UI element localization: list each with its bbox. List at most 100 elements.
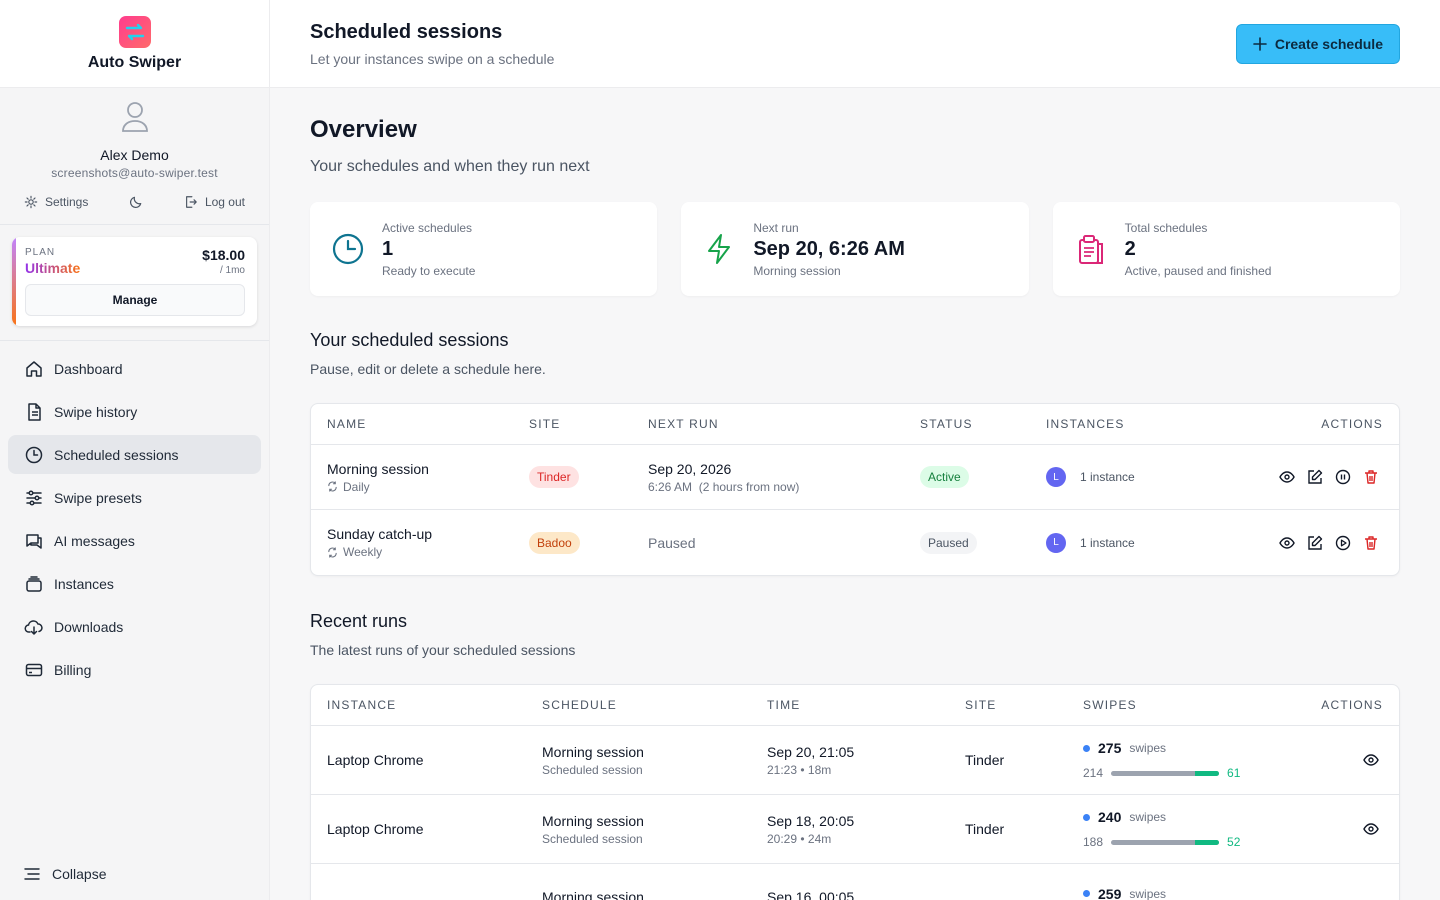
schedule-frequency: Daily	[343, 479, 370, 494]
delete-icon[interactable]	[1363, 535, 1379, 551]
repeat-icon	[328, 546, 337, 558]
table-row: Laptop Chrome Morning session Scheduled …	[311, 726, 1399, 795]
pause-icon[interactable]	[1335, 469, 1351, 485]
plan-period: / 1mo	[219, 265, 245, 276]
card-label: Next run	[753, 220, 799, 235]
table-row: Sunday catch-up Weekly Badoo Paused Paus…	[311, 510, 1399, 575]
moon-icon	[129, 196, 141, 209]
swipes-right: 52	[1227, 835, 1241, 849]
swipes-label: swipes	[1129, 810, 1167, 824]
lightning-icon	[708, 234, 731, 264]
page-subtitle: Let your instances swipe on a schedule	[310, 51, 555, 67]
swipes-right-fill	[1195, 770, 1220, 776]
swipes-label: swipes	[1129, 886, 1167, 900]
delete-icon[interactable]	[1363, 469, 1379, 485]
card-value: Sep 20, 6:26 AM	[753, 237, 905, 260]
sidebar-item-instances[interactable]: Instances	[8, 564, 261, 603]
instance-count: 1 instance	[1080, 470, 1135, 484]
view-icon[interactable]	[1363, 821, 1379, 837]
edit-icon[interactable]	[1307, 469, 1323, 485]
next-run-detail: 6:26 AM (2 hours from now)	[648, 479, 800, 494]
view-icon[interactable]	[1279, 535, 1295, 551]
edit-icon[interactable]	[1307, 535, 1323, 551]
manage-plan-button[interactable]: Manage	[25, 284, 245, 316]
schedule-frequency: Weekly	[343, 545, 383, 559]
sidebar-item-ai-messages[interactable]: AI messages	[8, 521, 261, 560]
page-header: Scheduled sessions Let your instances sw…	[270, 0, 1440, 88]
settings-label: Settings	[45, 194, 89, 209]
create-schedule-button[interactable]: Create schedule	[1235, 24, 1400, 64]
column-header: STATUS	[920, 417, 973, 431]
sidebar-item-label: Scheduled sessions	[54, 446, 179, 463]
stack-icon	[26, 575, 42, 592]
user-panel: Alex Demo screenshots@auto-swiper.test S…	[0, 88, 269, 225]
next-run-date: Sep 20, 2026	[648, 460, 732, 477]
run-schedule: Morning session	[542, 889, 644, 900]
schedules-table: NAME SITE NEXT RUN STATUS INSTANCES ACTI…	[310, 403, 1400, 576]
column-header: INSTANCE	[327, 698, 397, 712]
column-header: ACTIONS	[1321, 698, 1383, 712]
instance-avatar: L	[1046, 467, 1066, 487]
run-time-sub: 20:29 • 24m	[767, 831, 832, 846]
sidebar-item-label: Instances	[54, 575, 114, 592]
card-value: 2	[1124, 237, 1136, 260]
logout-icon	[186, 195, 197, 208]
play-icon[interactable]	[1335, 535, 1351, 551]
column-header: TIME	[767, 698, 801, 712]
swipes-ratio-bar	[1111, 770, 1220, 776]
brand-name: Auto Swiper	[87, 53, 182, 71]
swipes-total: 275	[1098, 740, 1122, 756]
sidebar-item-billing[interactable]: Billing	[8, 650, 261, 689]
sidebar-item-downloads[interactable]: Downloads	[8, 607, 261, 646]
gear-icon	[24, 195, 38, 208]
sidebar-item-label: Billing	[54, 661, 92, 678]
column-header: NAME	[327, 417, 367, 431]
cloud-download-icon	[24, 619, 43, 635]
overview-subtitle: Your schedules and when they run next	[310, 158, 590, 175]
swipes-right: 61	[1227, 766, 1241, 780]
sidebar-item-dashboard[interactable]: Dashboard	[8, 349, 261, 388]
run-schedule-sub: Scheduled session	[542, 762, 643, 777]
table-row: Morning session Daily Tinder Sep 20, 202…	[311, 445, 1399, 510]
sidebar-nav: Dashboard Swipe history Scheduled sessio…	[0, 341, 269, 701]
run-instance: Laptop Chrome	[311, 884, 526, 900]
instance-avatar: L	[1046, 532, 1066, 553]
column-header: ACTIONS	[1321, 417, 1383, 431]
status-badge: Active	[920, 466, 969, 488]
run-instance: Laptop Chrome	[327, 752, 424, 768]
create-schedule-label: Create schedule	[1274, 36, 1383, 52]
card-label: Active schedules	[382, 220, 473, 235]
sidebar-item-swipe-presets[interactable]: Swipe presets	[8, 478, 261, 517]
brand[interactable]: Auto Swiper	[0, 0, 269, 88]
view-icon[interactable]	[1363, 752, 1379, 768]
sidebar-item-scheduled-sessions[interactable]: Scheduled sessions	[8, 435, 261, 474]
file-icon	[28, 402, 41, 421]
settings-button[interactable]: Settings	[24, 195, 88, 209]
theme-toggle[interactable]	[129, 194, 144, 209]
swipes-right-fill	[1195, 839, 1220, 845]
plan-price: $18.00	[202, 247, 245, 263]
clock-icon	[332, 233, 364, 265]
run-site: Tinder	[965, 821, 1005, 837]
collapse-button[interactable]: Collapse	[24, 866, 106, 882]
plan-card: PLAN Ultimate $18.00 / 1mo Manage	[12, 237, 257, 326]
swipes-dot	[1083, 813, 1090, 821]
run-schedule: Morning session	[542, 743, 644, 760]
run-time-sub: 21:23 • 18m	[767, 762, 832, 777]
table-row: Laptop Chrome Morning session Scheduled …	[311, 795, 1399, 864]
clock-icon	[25, 446, 43, 463]
site-badge: Tinder	[529, 466, 579, 488]
main-content: Overview Your schedules and when they ru…	[310, 88, 1400, 900]
run-site: Tinder	[949, 884, 1067, 900]
logout-button[interactable]: Log out	[184, 195, 245, 209]
view-icon[interactable]	[1279, 469, 1295, 485]
column-header: SWIPES	[1083, 698, 1137, 712]
sidebar-item-swipe-history[interactable]: Swipe history	[8, 392, 261, 431]
card-note: Ready to execute	[382, 263, 476, 278]
next-run-date: Paused	[648, 534, 696, 551]
page-title: Scheduled sessions	[310, 21, 503, 43]
swipes-left: 214	[1083, 766, 1104, 780]
table-header: INSTANCE SCHEDULE TIME SITE SWIPES ACTIO…	[311, 685, 1399, 726]
plan-label: PLAN	[25, 247, 56, 258]
swipes-dot	[1083, 744, 1090, 752]
